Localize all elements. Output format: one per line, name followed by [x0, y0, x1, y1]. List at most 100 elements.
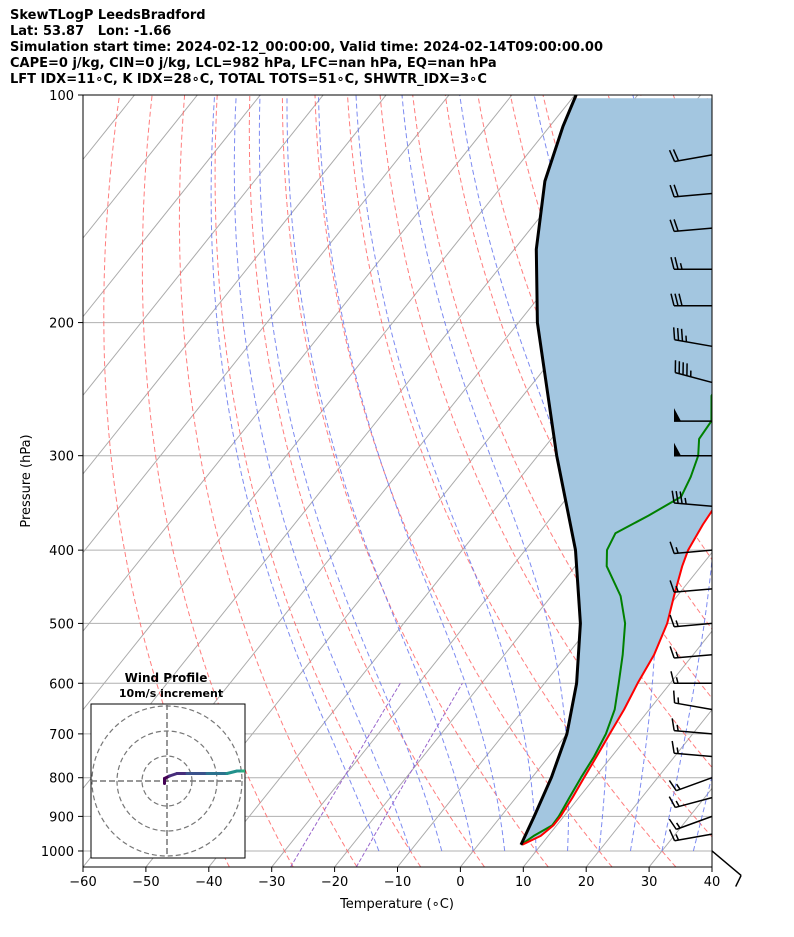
x-tick-label: 30 [641, 875, 658, 890]
barb-full [674, 257, 679, 270]
isotherm [208, 237, 712, 867]
wind-barb [669, 184, 713, 198]
wind-barb [674, 360, 713, 384]
wind-barb [671, 718, 713, 735]
barb-staff [674, 622, 713, 628]
x-tick-label: −40 [195, 875, 222, 890]
barb-staff [674, 227, 713, 233]
barb-full [673, 184, 679, 197]
dry-adiabat [214, 95, 422, 867]
wind-barb [671, 490, 713, 508]
hodograph-plot [91, 704, 268, 858]
cin-cape-shading [521, 98, 712, 845]
wind-barb [674, 408, 712, 422]
x-tick-label: −20 [321, 875, 348, 890]
dry-adiabat [739, 95, 794, 867]
barb-half [675, 651, 679, 658]
barb-half [676, 747, 679, 754]
wind-barb [670, 671, 712, 685]
barb-staff [674, 549, 713, 555]
wind-barb [668, 829, 713, 842]
barb-full [670, 671, 675, 684]
isotherm [522, 630, 712, 867]
barb-full [670, 257, 675, 270]
barb-full [669, 541, 675, 554]
grid-layer [83, 95, 794, 867]
barb-half [679, 263, 683, 270]
barb-staff [674, 192, 713, 198]
moist-adiabat [233, 95, 411, 852]
barb-staff [676, 815, 713, 831]
moist-adiabat [210, 95, 380, 852]
barb-staff [674, 502, 713, 508]
barb-flag [674, 408, 681, 422]
x-tick-label: 0 [456, 875, 464, 890]
y-axis-title: Pressure (hPa) [19, 434, 34, 527]
x-tick-label: −50 [132, 875, 159, 890]
isotherm [83, 95, 261, 318]
barb-full [671, 490, 675, 504]
axes-layer: −60 −50 −40 −30 −20 −10 0 10 20 30 40 1000 900 800 700… [41, 89, 720, 890]
barb-half [675, 834, 680, 841]
x-tick-label: 20 [578, 875, 595, 890]
barb-half [675, 585, 679, 593]
wind-barb [670, 293, 712, 307]
x-tick-label: −30 [258, 875, 285, 890]
isotherm [711, 866, 712, 867]
barb-full [680, 328, 684, 342]
barb-staff [674, 729, 713, 735]
barb-half [675, 822, 681, 829]
parcel-path-line [519, 95, 582, 846]
barb-staff [675, 796, 713, 809]
barb-full [673, 219, 679, 232]
dry-adiabat [444, 95, 712, 700]
hodograph-inset: Wind Profile 10m/s increment [90, 671, 268, 859]
chart-title: SkewTLogP LeedsBradford [10, 8, 206, 23]
barb-staff [674, 588, 713, 593]
barb-staff [674, 154, 713, 163]
dry-adiabat [379, 95, 712, 838]
isotherm [83, 95, 450, 554]
indices-line-2: LFT IDX=11∘C, K IDX=28∘C, TOTAL TOTS=51∘… [10, 72, 487, 87]
moist-adiabat [355, 95, 537, 851]
hodograph-trace-segment [260, 774, 268, 777]
barb-full [669, 184, 675, 198]
mixing-ratio-line [355, 683, 463, 867]
mixing-ratio-line [290, 683, 401, 867]
moist-adiabat [286, 95, 474, 852]
barb-half [684, 497, 687, 505]
wind-barb [669, 219, 713, 233]
moist-adiabat [258, 95, 443, 852]
barb-half [676, 724, 679, 732]
isotherm [83, 95, 513, 632]
dry-adiabat [771, 95, 794, 867]
x-axis-title: Temperature (∘C) [339, 897, 454, 912]
dry-adiabat [178, 95, 358, 867]
barb-half [675, 547, 679, 554]
y-tick-label: 500 [49, 617, 74, 632]
isotherm [460, 551, 712, 867]
barb-staff [674, 338, 713, 348]
barb-full [735, 875, 742, 887]
barb-full [669, 614, 675, 627]
wind-barb [668, 149, 713, 163]
barb-full [679, 491, 683, 504]
hodograph-title: Wind Profile [125, 671, 208, 685]
chart-header: SkewTLogP LeedsBradford Lat: 53.87 Lon: … [10, 8, 603, 88]
indices-line-1: CAPE=0 j/kg, CIN=0 j/kg, LCL=982 hPa, LF… [10, 56, 497, 71]
barb-full [678, 293, 683, 306]
y-tick-label: 400 [49, 544, 74, 559]
wind-barb [672, 327, 713, 348]
isotherm [83, 95, 198, 239]
barb-full [668, 780, 677, 792]
y-tick-label: 200 [49, 317, 74, 332]
isotherm [585, 708, 712, 867]
hodograph-trace-segment [250, 771, 260, 774]
barb-full [672, 327, 676, 340]
barb-half [675, 783, 681, 790]
x-tick-label: 10 [515, 875, 532, 890]
isotherm [83, 95, 387, 475]
y-tick-label: 600 [49, 677, 74, 692]
wind-barb [669, 541, 713, 555]
